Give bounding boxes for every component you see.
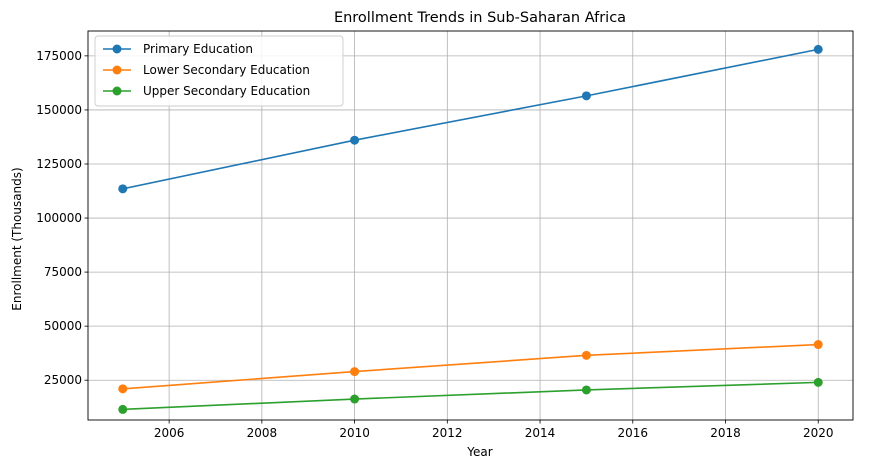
y-axis-ticks: 25000 50000 75000 100000 125000 150000 175000 <box>36 49 88 387</box>
data-point <box>813 377 823 387</box>
x-tick-label: 2016 <box>617 426 648 440</box>
series-2 <box>118 340 823 394</box>
legend-item: Lower Secondary Education <box>103 63 310 77</box>
legend-marker <box>112 86 122 96</box>
x-tick-label: 2008 <box>247 426 278 440</box>
data-point <box>581 91 591 101</box>
data-point <box>581 385 591 395</box>
series-line <box>122 381 819 411</box>
legend-marker <box>112 65 122 75</box>
series-line <box>122 343 819 390</box>
legend: Primary Education Lower Secondary Educati… <box>94 35 344 107</box>
x-tick-label: 2018 <box>710 426 741 440</box>
y-axis-label: Enrollment (Thousands) <box>10 167 24 310</box>
legend-item: Upper Secondary Education <box>103 84 310 98</box>
data-point <box>118 184 128 194</box>
data-point <box>813 340 823 350</box>
y-tick-label: 100000 <box>36 211 82 225</box>
data-point <box>581 350 591 360</box>
series-1 <box>118 44 823 194</box>
data-point <box>118 384 128 394</box>
legend-box <box>94 35 344 107</box>
x-tick-label: 2014 <box>525 426 556 440</box>
y-tick-label: 125000 <box>36 157 82 171</box>
plot-frame <box>87 30 854 421</box>
data-point <box>118 404 128 414</box>
x-tick-label: 2010 <box>339 426 370 440</box>
y-tick-label: 50000 <box>44 319 82 333</box>
series-3 <box>118 377 823 414</box>
legend-item: Primary Education <box>103 42 253 56</box>
series-layer <box>118 44 823 414</box>
x-tick-label: 2012 <box>432 426 463 440</box>
y-tick-label: 150000 <box>36 103 82 117</box>
legend-label: Lower Secondary Education <box>143 63 310 77</box>
y-tick-label: 75000 <box>44 265 82 279</box>
x-axis-ticks: 2006 2008 2010 2012 2014 2016 2018 2020 <box>154 420 834 440</box>
legend-label: Primary Education <box>143 42 253 56</box>
data-point <box>350 367 360 377</box>
grid <box>88 31 853 420</box>
x-tick-label: 2006 <box>154 426 185 440</box>
x-tick-label: 2020 <box>803 426 834 440</box>
data-point <box>813 44 823 54</box>
y-tick-label: 175000 <box>36 49 82 63</box>
series-line <box>122 48 819 190</box>
legend-label: Upper Secondary Education <box>143 84 310 98</box>
chart-title: Enrollment Trends in Sub-Saharan Africa <box>334 10 626 26</box>
y-tick-label: 25000 <box>44 373 82 387</box>
data-point <box>350 394 360 404</box>
legend-marker <box>112 44 122 54</box>
data-point <box>350 135 360 145</box>
x-axis-label: Year <box>466 445 492 459</box>
